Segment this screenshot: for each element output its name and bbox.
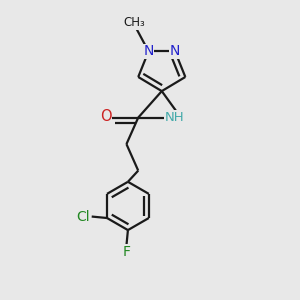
Text: N: N (170, 44, 180, 58)
Text: NH: NH (164, 111, 184, 124)
Text: F: F (122, 245, 130, 259)
Text: CH₃: CH₃ (124, 16, 145, 29)
Text: O: O (100, 109, 112, 124)
Text: Cl: Cl (76, 209, 90, 224)
Text: N: N (143, 44, 154, 58)
